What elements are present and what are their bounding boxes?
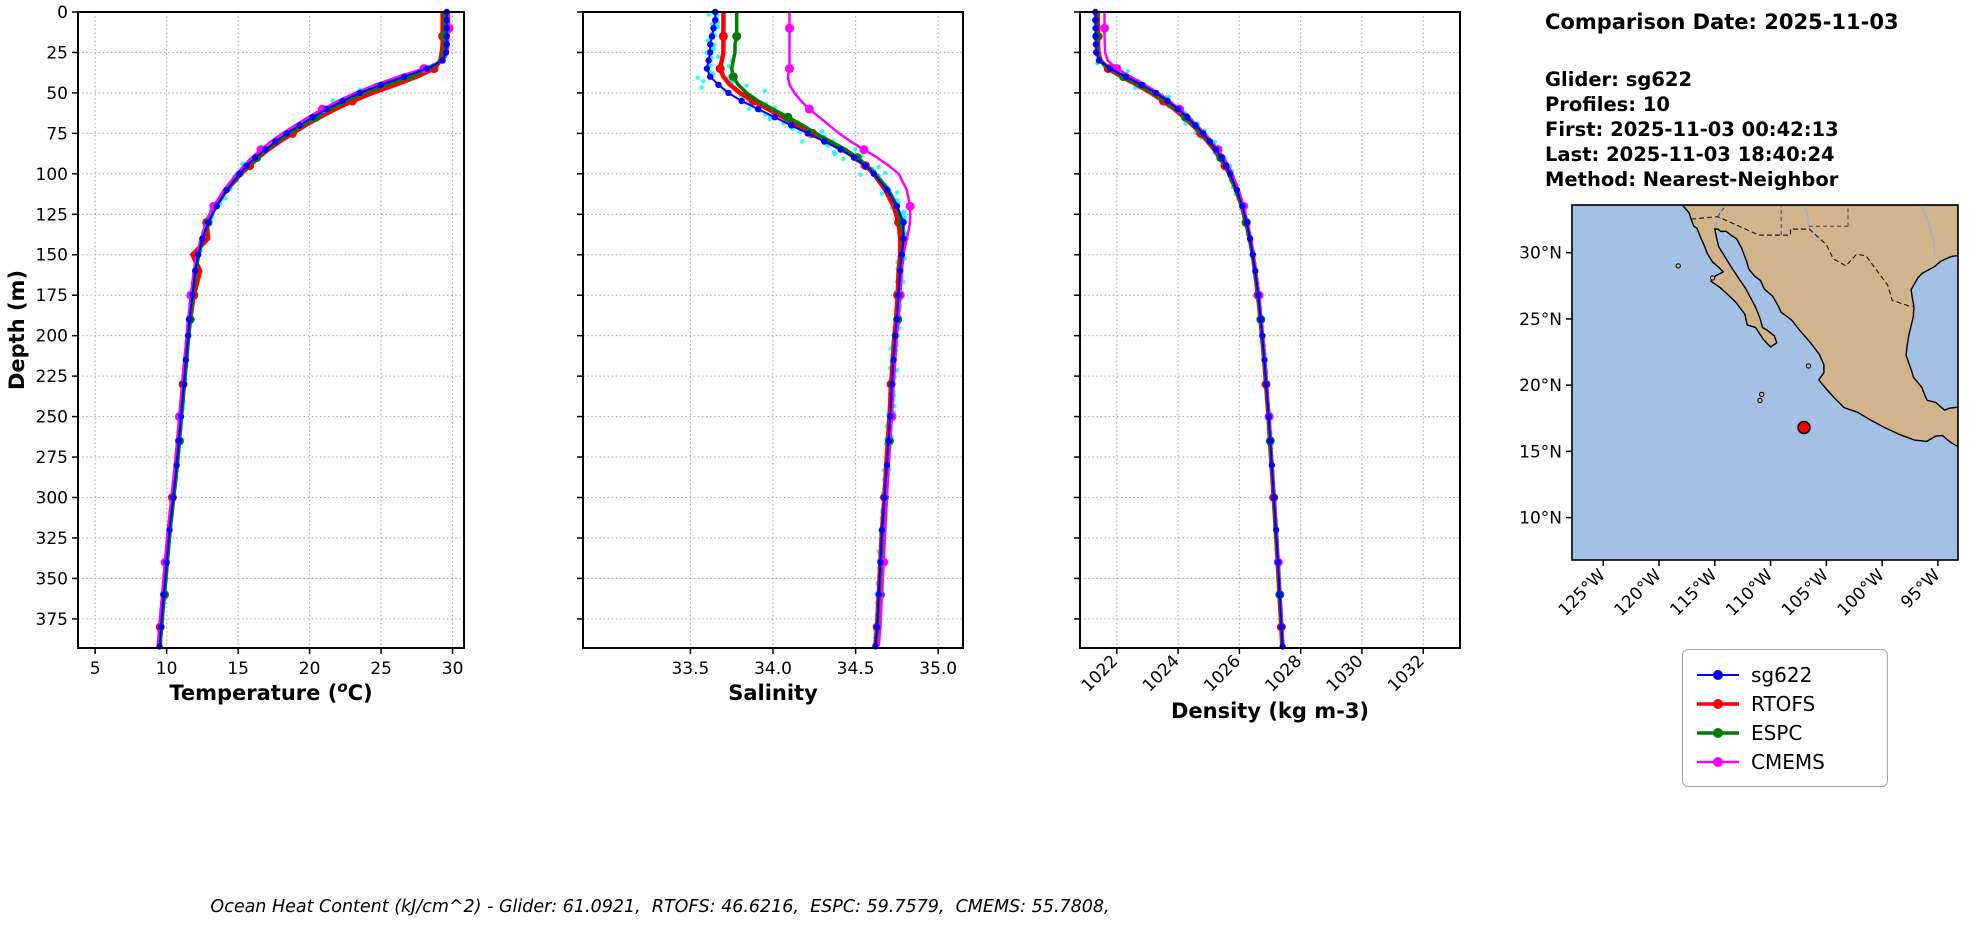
- svg-text:25: 25: [46, 43, 68, 63]
- legend-item-sg622: sg622: [1695, 660, 1875, 689]
- svg-text:300: 300: [36, 488, 68, 508]
- svg-text:110°W: 110°W: [1722, 565, 1777, 620]
- svg-text:95°W: 95°W: [1897, 565, 1944, 612]
- svg-text:25°N: 25°N: [1520, 310, 1562, 330]
- series-ESPC-temperature: [158, 12, 450, 647]
- glider-raw-scatter: [1092, 9, 1285, 649]
- svg-text:225: 225: [36, 367, 68, 387]
- legend-item-ESPC: ESPC: [1695, 718, 1875, 747]
- svg-text:175: 175: [36, 286, 68, 306]
- salinity-plot: 33.5 34.0 34.5 35.0 Salinity: [577, 8, 964, 705]
- temperature-plot: 5 10 15 20 25 3002550751001251501752002252502…: [36, 3, 465, 705]
- svg-text:10°N: 10°N: [1520, 509, 1562, 529]
- svg-text:30: 30: [442, 659, 464, 679]
- svg-text:34.5: 34.5: [837, 659, 875, 679]
- glider-raw-scatter: [157, 10, 451, 650]
- svg-text:10: 10: [156, 659, 178, 679]
- legend-label: ESPC: [1751, 720, 1803, 745]
- depth-axis-label: Depth (m): [5, 270, 29, 390]
- series-CMEMS-salinity: [785, 12, 915, 647]
- footer-caption: Ocean Heat Content (kJ/cm^2) - Glider: 6…: [210, 897, 1110, 917]
- map-land: [1675, 205, 1958, 448]
- info-profiles: Profiles: 10: [1545, 93, 1670, 116]
- svg-text:30°N: 30°N: [1520, 244, 1562, 264]
- svg-text:125: 125: [36, 205, 68, 225]
- svg-text:1024: 1024: [1139, 651, 1184, 696]
- series-sg622-density: [1092, 8, 1286, 650]
- profile-plots: 5 10 15 20 25 3002550751001251501752002252502…: [5, 3, 1461, 723]
- density-plot: 1022 1024 1026 1028 1030 1032 Density (kg m-3): [1074, 8, 1461, 723]
- svg-text:15: 15: [227, 659, 249, 679]
- legend-label: RTOFS: [1751, 691, 1816, 716]
- svg-text:375: 375: [36, 610, 68, 630]
- svg-text:33.5: 33.5: [671, 659, 709, 679]
- series-sg622-salinity: [703, 8, 907, 650]
- svg-text:120°W: 120°W: [1611, 565, 1666, 620]
- glider-info-block: Glider: sg622 Profiles: 10 First: 2025-1…: [1545, 67, 1899, 192]
- svg-text:34.0: 34.0: [754, 659, 792, 679]
- svg-text:350: 350: [36, 569, 68, 589]
- svg-text:0: 0: [57, 3, 68, 23]
- svg-text:325: 325: [36, 529, 68, 549]
- svg-text:5: 5: [90, 659, 101, 679]
- info-method: Method: Nearest-Neighbor: [1545, 168, 1839, 191]
- legend-marker-RTOFS: [1697, 698, 1739, 709]
- info-last: Last: 2025-11-03 18:40:24: [1545, 143, 1835, 166]
- svg-text:250: 250: [36, 408, 68, 428]
- svg-text:115°W: 115°W: [1666, 565, 1721, 620]
- svg-text:1032: 1032: [1384, 651, 1429, 696]
- legend-item-CMEMS: CMEMS: [1695, 747, 1875, 776]
- svg-text:50: 50: [46, 84, 68, 104]
- glider-position-marker: [1797, 420, 1811, 435]
- svg-text:1028: 1028: [1261, 651, 1306, 696]
- svg-text:105°W: 105°W: [1778, 565, 1833, 620]
- series-sg622-temperature: [156, 8, 450, 650]
- svg-text:275: 275: [36, 448, 68, 468]
- glider-raw-scatter: [695, 10, 910, 647]
- density-axis-label: Density (kg m-3): [1171, 699, 1369, 723]
- series-CMEMS-density: [1100, 12, 1285, 647]
- svg-text:25: 25: [370, 659, 392, 679]
- legend: sg622 RTOFS ESPC CMEMS: [1682, 649, 1888, 787]
- location-map: 30°N 25°N 20°N 15°N 10°N 125°W 120°W 115°W 110°W…: [1520, 204, 1959, 620]
- svg-text:15°N: 15°N: [1520, 442, 1562, 462]
- legend-label: CMEMS: [1751, 749, 1825, 774]
- comparison-date: Comparison Date: 2025-11-03: [1545, 10, 1899, 34]
- legend-marker-ESPC: [1697, 727, 1739, 738]
- series-RTOFS-density: [1093, 12, 1286, 647]
- svg-text:20: 20: [299, 659, 321, 679]
- salinity-axis-label: Salinity: [728, 681, 818, 705]
- legend-marker-CMEMS: [1697, 756, 1739, 767]
- series-CMEMS-temperature: [156, 12, 454, 647]
- svg-text:1030: 1030: [1323, 651, 1368, 696]
- svg-text:200: 200: [36, 327, 68, 347]
- info-first: First: 2025-11-03 00:42:13: [1545, 118, 1839, 141]
- legend-marker-sg622: [1697, 669, 1739, 680]
- legend-label: sg622: [1751, 662, 1813, 687]
- temperature-grid: [78, 11, 464, 648]
- svg-text:100°W: 100°W: [1834, 565, 1889, 620]
- info-glider: Glider: sg622: [1545, 68, 1693, 91]
- svg-text:1026: 1026: [1200, 651, 1245, 696]
- svg-text:20°N: 20°N: [1520, 376, 1562, 396]
- svg-text:1022: 1022: [1078, 651, 1123, 696]
- us-mexico-border: [1691, 216, 1914, 307]
- svg-text:75: 75: [46, 124, 68, 144]
- map-frame: [1571, 204, 1959, 561]
- svg-text:35.0: 35.0: [919, 659, 957, 679]
- series-RTOFS-temperature: [155, 12, 448, 647]
- svg-text:150: 150: [36, 246, 68, 266]
- density-grid: [1080, 11, 1460, 648]
- series-ESPC-density: [1092, 12, 1285, 647]
- info-panel: Comparison Date: 2025-11-03 Glider: sg62…: [1545, 10, 1899, 192]
- temperature-axis-label: Temperature (oC): [169, 678, 372, 705]
- svg-text:100: 100: [36, 165, 68, 185]
- svg-text:125°W: 125°W: [1555, 565, 1610, 620]
- legend-item-RTOFS: RTOFS: [1695, 689, 1875, 718]
